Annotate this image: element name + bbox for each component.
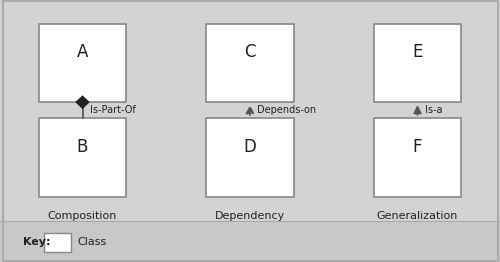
Text: Generalization: Generalization	[377, 211, 458, 221]
Bar	[206, 118, 294, 196]
Text: C: C	[244, 43, 256, 61]
Text: Dependency: Dependency	[215, 211, 285, 221]
Text: Class: Class	[78, 237, 107, 247]
Bar	[374, 24, 461, 102]
Text: Is-a: Is-a	[425, 105, 442, 115]
Bar	[0, 221, 500, 262]
Text: A: A	[77, 43, 88, 61]
Text: Composition: Composition	[48, 211, 117, 221]
Polygon shape	[76, 96, 89, 108]
Text: F: F	[413, 138, 422, 156]
Text: B: B	[77, 138, 88, 156]
Bar	[374, 118, 461, 196]
Text: D: D	[244, 138, 256, 156]
Bar	[39, 118, 126, 196]
Bar	[39, 24, 126, 102]
Text: E: E	[412, 43, 422, 61]
Text: Depends-on: Depends-on	[258, 105, 316, 115]
Bar	[44, 233, 72, 252]
Text: Is-Part-Of: Is-Part-Of	[90, 105, 136, 115]
Bar	[206, 24, 294, 102]
Text: Key:: Key:	[22, 237, 50, 247]
